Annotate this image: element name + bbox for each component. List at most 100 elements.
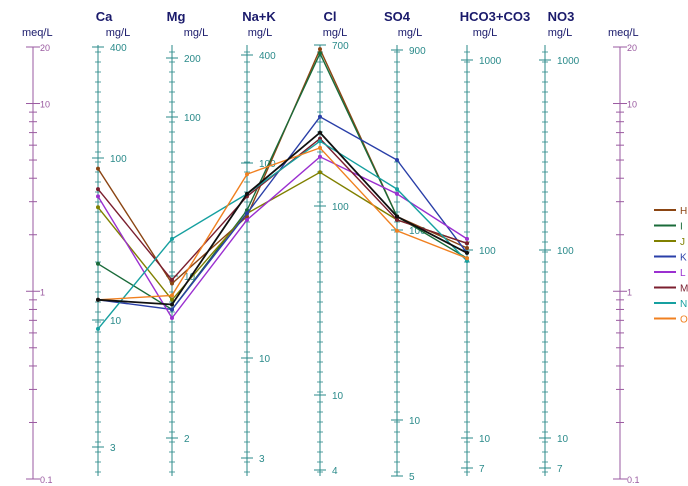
axis-tick-label: 100 [479, 246, 496, 257]
data-point [318, 130, 322, 135]
legend-label: O [680, 315, 688, 326]
legend-label: N [680, 299, 687, 310]
data-point [465, 256, 469, 261]
series-line [97, 115, 468, 311]
data-point [170, 277, 174, 282]
data-point [170, 302, 174, 307]
meq-tick-label: 1 [40, 287, 45, 297]
meq-tick-label: 20 [40, 43, 50, 53]
axis-title: Ca [96, 9, 113, 24]
data-point [318, 170, 322, 175]
data-point [96, 166, 100, 171]
data-point [170, 281, 174, 286]
legend-label: H [680, 206, 687, 217]
meq-tick-label: 10 [40, 100, 50, 110]
axis-tick-label: 400 [110, 43, 127, 54]
axis-tick-label: 3 [259, 454, 265, 465]
legend-label: J [680, 237, 685, 248]
axis-title: HCO3+CO3 [460, 9, 530, 24]
axis-title: SO4 [384, 9, 411, 24]
axis-tick-label: 4 [332, 466, 338, 477]
data-point [318, 154, 322, 159]
data-point [170, 297, 174, 302]
axis-tick-label: 100 [557, 246, 574, 257]
data-point [318, 114, 322, 119]
data-point [395, 214, 399, 219]
axis-unit-label: mg/L [473, 27, 497, 39]
meq-tick-label: 1 [627, 287, 632, 297]
axis-title: Na+K [242, 9, 276, 24]
legend-label: K [680, 253, 687, 264]
data-point [170, 316, 174, 320]
axis-unit-label: mg/L [323, 27, 347, 39]
series-line [97, 51, 468, 311]
legend-label: L [680, 268, 686, 279]
axis-title: Cl [324, 9, 337, 24]
data-point [170, 307, 174, 312]
data-point [395, 187, 399, 192]
axis-tick-label: 100 [184, 113, 201, 124]
meq-unit-label-right: meq/L [608, 27, 639, 39]
axis-tick-label: 700 [332, 41, 349, 52]
axis-title: Mg [167, 9, 186, 24]
axis-tick-label: 10 [259, 354, 271, 365]
axis-tick-label: 10 [110, 316, 122, 327]
axis-tick-label: 2 [184, 434, 190, 445]
data-point [318, 47, 322, 52]
data-point [245, 191, 249, 196]
axis-tick-label: 10 [409, 416, 421, 427]
meq-tick-label: 0.1 [627, 475, 640, 485]
series-line [97, 140, 468, 330]
data-point [96, 205, 100, 210]
axis-tick-label: 10 [332, 391, 344, 402]
series-line [97, 155, 468, 320]
axis-unit-label: mg/L [398, 27, 422, 39]
axis-unit-label: mg/L [548, 27, 572, 39]
axis-tick-label: 100 [332, 202, 349, 213]
axis-tick-label: 7 [479, 464, 485, 475]
data-point [96, 297, 100, 302]
data-point [96, 326, 100, 331]
axis-tick-label: 400 [259, 51, 276, 62]
data-point [245, 172, 249, 177]
axis-tick-label: 100 [409, 226, 426, 237]
meq-tick-label: 10 [627, 100, 637, 110]
data-point [395, 217, 399, 222]
axis-tick-label: 10 [479, 434, 491, 445]
axis-tick-label: 7 [557, 464, 563, 475]
series-line [97, 137, 468, 281]
axis-tick-label: 100 [110, 154, 127, 165]
meq-tick-label: 20 [627, 43, 637, 53]
data-point [465, 250, 469, 255]
data-point [96, 261, 100, 266]
data-point [96, 187, 100, 192]
axis-unit-label: mg/L [248, 27, 272, 39]
meq-tick-label: 0.1 [40, 475, 53, 485]
data-point [96, 194, 100, 199]
data-point [395, 158, 399, 162]
data-point [465, 241, 469, 246]
axis-unit-label: mg/L [106, 27, 130, 39]
data-point [395, 228, 399, 233]
data-point [465, 236, 469, 241]
axis-tick-label: 3 [110, 443, 116, 454]
axis-title: NO3 [548, 9, 575, 24]
axis-tick-label: 5 [409, 472, 415, 483]
data-point [170, 293, 174, 298]
data-point [245, 211, 249, 216]
meq-unit-label-left: meq/L [22, 27, 53, 39]
data-point [465, 246, 469, 250]
data-point [170, 236, 174, 241]
legend-label: I [680, 222, 683, 233]
data-point [318, 51, 322, 56]
axis-tick-label: 200 [184, 54, 201, 65]
axis-tick-label: 1000 [557, 56, 580, 67]
series-line [97, 131, 468, 306]
series-line [97, 147, 468, 301]
data-point [318, 145, 322, 150]
data-point [395, 191, 399, 196]
axis-tick-label: 900 [409, 46, 426, 57]
axis-tick-label: 1000 [479, 56, 502, 67]
data-point [245, 217, 249, 222]
